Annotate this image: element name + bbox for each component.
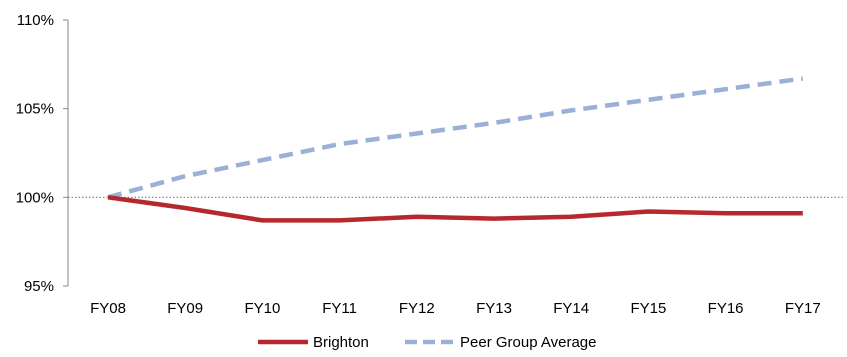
x-tick-label: FY16: [708, 300, 744, 317]
x-tick-label: FY13: [476, 300, 512, 317]
series-line-peer-group-average: [107, 76, 804, 200]
y-tick-label: 105%: [16, 101, 54, 118]
legend: Brighton Peer Group Average: [258, 334, 596, 351]
legend-label: Peer Group Average: [460, 334, 596, 351]
x-axis: FY08 FY09 FY10 FY11 FY12 FY13 FY14 FY15 FY16 FY17: [90, 300, 821, 317]
x-tick-label: FY08: [90, 300, 126, 317]
y-axis: 95% 100% 105% 110%: [16, 12, 69, 295]
y-tick-label: 100%: [16, 189, 54, 206]
x-tick-label: FY17: [785, 300, 821, 317]
legend-label: Brighton: [313, 334, 369, 351]
x-tick-label: FY11: [322, 300, 357, 317]
x-tick-label: FY14: [553, 300, 589, 317]
x-tick-label: FY15: [630, 300, 666, 317]
x-tick-label: FY09: [167, 300, 203, 317]
y-tick-label: 95%: [24, 278, 54, 295]
x-tick-label: FY10: [244, 300, 280, 317]
x-tick-label: FY12: [399, 300, 435, 317]
y-tick-label: 110%: [17, 12, 54, 29]
series-line-brighton: [107, 195, 803, 223]
series-group: [107, 76, 804, 223]
